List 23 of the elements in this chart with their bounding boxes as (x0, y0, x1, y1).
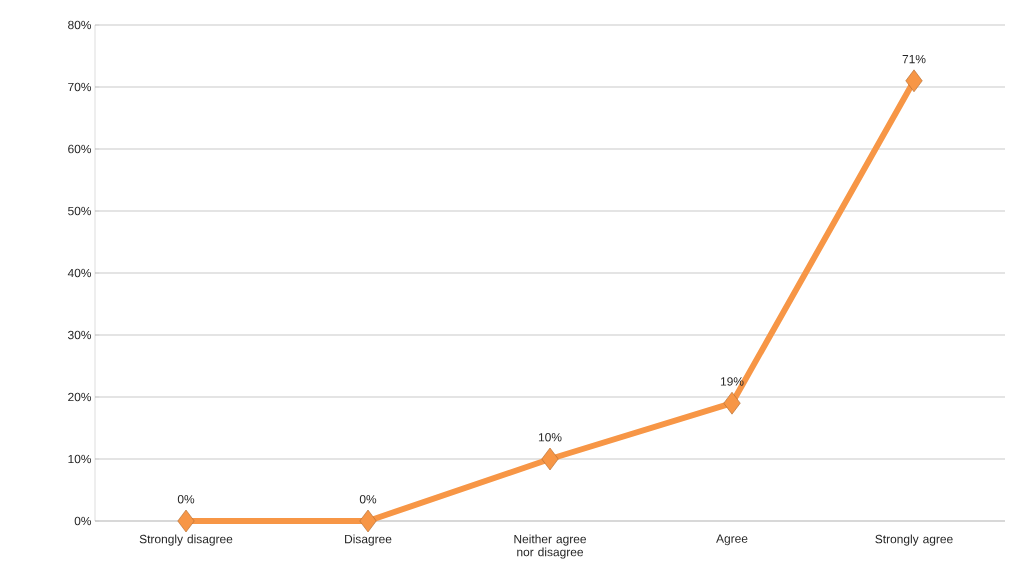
data-label: 0% (177, 495, 195, 504)
point (359, 509, 377, 533)
y-tick-label: 30% (68, 330, 92, 340)
data-label: 0% (359, 495, 377, 504)
y-tick-label: 10% (68, 454, 92, 464)
y-tick-label: 50% (68, 206, 92, 216)
point (541, 447, 559, 471)
x-tick-label: Strongly disagree (139, 534, 233, 546)
x-tick-label: Disagree (345, 534, 392, 546)
y-tick-label: 20% (68, 392, 92, 402)
point (905, 69, 923, 93)
y-tick-label: 0% (74, 516, 92, 526)
data-label: 71% (902, 54, 926, 64)
x-tick-label: Strongly agree (875, 534, 953, 546)
point (723, 391, 741, 415)
y-tick-label: 40% (67, 268, 92, 278)
data-label: 10% (538, 433, 562, 442)
point (177, 509, 195, 533)
x-tick-label: Neither agree nor disagree (514, 534, 586, 559)
y-tick-label: 80% (68, 20, 92, 30)
x-tick-label: Agree (716, 534, 748, 546)
y-tick-label: 60% (68, 144, 92, 154)
y-tick-label: 70% (68, 82, 92, 92)
